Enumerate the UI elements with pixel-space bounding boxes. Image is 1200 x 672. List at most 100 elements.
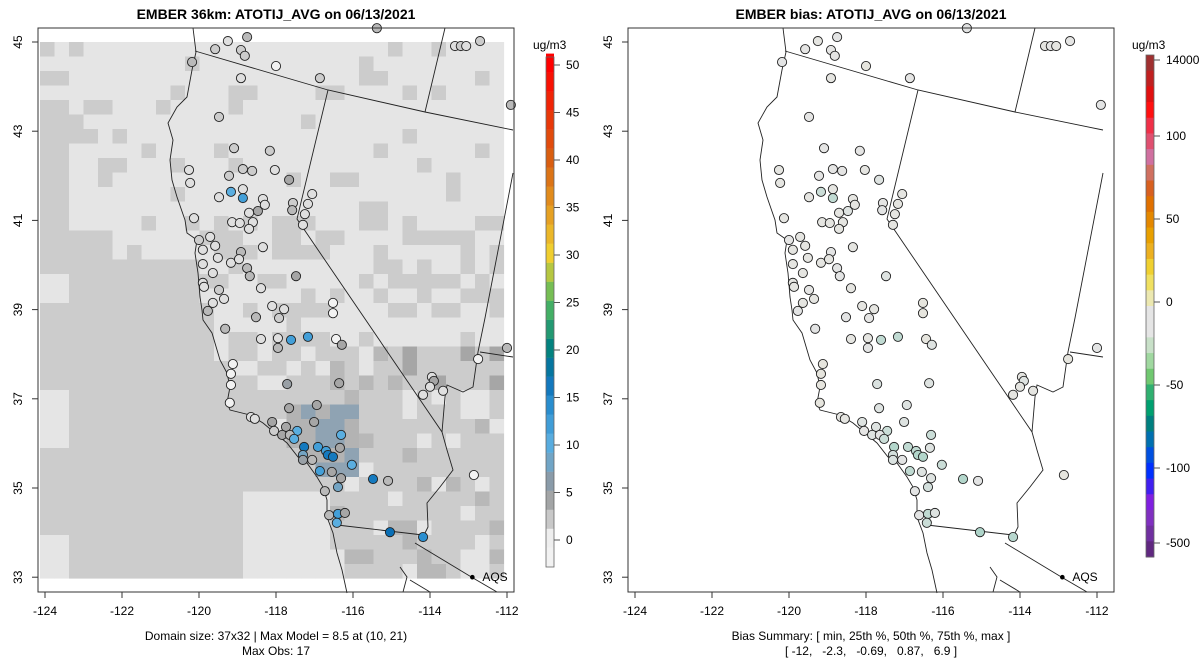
model-grid-cell: [417, 114, 432, 130]
model-grid-cell: [272, 85, 287, 101]
model-grid-cell: [489, 491, 505, 507]
station-marker: [837, 165, 848, 176]
model-grid-cell: [373, 71, 389, 86]
station-marker: [312, 441, 324, 453]
model-grid-cell: [388, 158, 403, 173]
model-grid-cell: [388, 375, 403, 391]
right-colorbar-unit: ug/m3: [1132, 38, 1166, 52]
model-grid-cell: [112, 549, 128, 565]
model-grid-cell: [315, 172, 331, 188]
model-grid-cell: [199, 346, 215, 362]
model-grid-cell: [243, 433, 258, 449]
model-grid-cell: [359, 375, 374, 391]
model-grid-cell: [83, 346, 99, 362]
model-grid-cell: [344, 419, 360, 434]
model-grid-cell: [417, 259, 432, 275]
model-grid-cell: [330, 56, 345, 72]
model-grid-cell: [446, 56, 461, 72]
station-marker: [917, 308, 929, 319]
model-grid-cell: [185, 303, 200, 318]
model-grid-cell: [446, 535, 461, 550]
model-grid-cell: [156, 42, 171, 57]
model-grid-cell: [54, 274, 70, 289]
model-grid-cell: [315, 317, 331, 333]
model-grid-cell: [402, 129, 418, 144]
station-marker: [228, 143, 240, 154]
model-grid-cell: [489, 42, 505, 57]
model-grid-cell: [330, 245, 345, 260]
model-grid-cell: [460, 491, 476, 507]
station-marker: [1058, 470, 1069, 481]
model-grid-cell: [475, 317, 490, 333]
station-marker: [193, 234, 205, 246]
model-grid-cell: [446, 433, 461, 449]
model-grid-cell: [98, 201, 113, 217]
x-tick-label: -120: [777, 604, 801, 618]
station-marker: [237, 193, 248, 204]
model-grid-cell: [344, 42, 360, 57]
model-grid-cell: [127, 520, 142, 536]
colorbar-tick-label: 15: [566, 391, 580, 405]
model-grid-cell: [402, 520, 418, 536]
station-marker: [926, 429, 937, 440]
station-marker: [247, 165, 258, 176]
model-grid-cell: [199, 448, 215, 463]
model-grid-cell: [170, 230, 186, 246]
model-grid-cell: [475, 419, 490, 434]
model-grid-cell: [257, 317, 273, 333]
station-marker: [267, 416, 278, 428]
model-grid-cell: [69, 520, 84, 536]
colorbar-swatch: [546, 148, 554, 168]
station-marker: [834, 271, 845, 282]
model-grid-cell: [257, 85, 273, 101]
model-grid-cell: [243, 491, 258, 507]
model-grid-cell: [199, 404, 215, 420]
y-tick-label: 37: [601, 392, 615, 406]
model-grid-cell: [373, 375, 389, 391]
station-marker: [183, 164, 195, 176]
model-grid-cell: [373, 549, 389, 565]
model-grid-cell: [228, 346, 244, 362]
model-grid-cell: [373, 216, 389, 231]
model-grid-cell: [417, 332, 432, 347]
model-grid-cell: [460, 259, 476, 275]
model-grid-cell: [388, 259, 403, 275]
model-grid-cell: [199, 375, 215, 391]
model-grid-cell: [214, 216, 229, 231]
model-grid-cell: [228, 303, 244, 318]
station-marker: [326, 466, 337, 477]
model-grid-cell: [127, 506, 142, 521]
model-grid-cell: [156, 56, 171, 72]
station-marker: [812, 36, 823, 47]
model-grid-cell: [388, 462, 403, 478]
model-grid-cell: [301, 100, 316, 115]
model-grid-cell: [402, 158, 418, 173]
model-grid-cell: [460, 317, 476, 333]
model-grid-cell: [156, 506, 171, 521]
model-grid-cell: [127, 346, 142, 362]
colorbar-tick-label: 100: [1166, 129, 1186, 143]
model-grid-cell: [54, 346, 70, 362]
model-grid-cell: [141, 56, 157, 72]
state-border: [194, 50, 514, 131]
model-grid-cell: [489, 56, 505, 72]
station-marker: [787, 244, 798, 255]
model-grid-cell: [112, 346, 128, 362]
model-grid-cell: [98, 85, 113, 101]
model-grid-cell: [446, 158, 461, 173]
station-marker: [290, 271, 302, 282]
model-grid-cell: [272, 172, 287, 188]
model-grid-cell: [359, 549, 374, 565]
model-grid-cell: [40, 201, 55, 217]
model-grid-cell: [156, 520, 171, 536]
model-grid-cell: [69, 245, 84, 260]
model-grid-cell: [69, 259, 84, 275]
model-grid-cell: [243, 332, 258, 347]
model-grid-cell: [359, 564, 374, 579]
colorbar-swatch: [1146, 525, 1154, 542]
model-grid-cell: [388, 404, 403, 420]
model-grid-cell: [446, 129, 461, 144]
x-tick-label: -118: [854, 604, 877, 618]
model-grid-cell: [330, 114, 345, 130]
model-grid-cell: [214, 303, 229, 318]
